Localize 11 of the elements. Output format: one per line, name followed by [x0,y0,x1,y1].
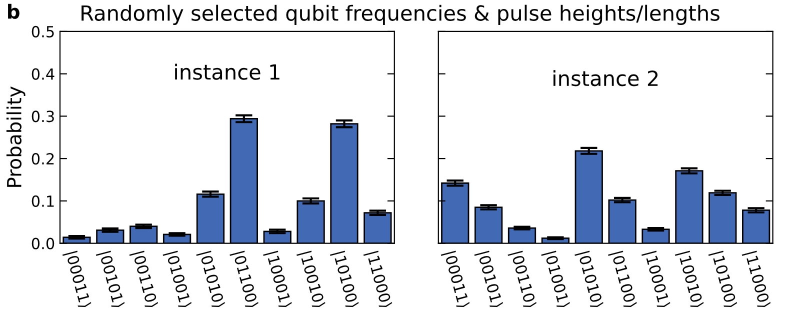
text: b [8,4,20,19]
chart-title: Randomly selected qubit frequencies & pulse heights/lengths [82,4,720,25]
y-tick-label: 0.0 [32,238,54,250]
annotation: instance 1 [175,64,280,80]
y-tick-label: 0.2 [32,153,54,165]
y-tick-label: 0.5 [32,26,54,38]
y-tick-label: 0.4 [32,68,54,80]
y-tick-label: 0.3 [32,110,54,122]
annotation: instance 2 [553,70,658,86]
y-axis-title: Probability [6,86,26,187]
y-tick-label: 0.1 [32,195,54,207]
